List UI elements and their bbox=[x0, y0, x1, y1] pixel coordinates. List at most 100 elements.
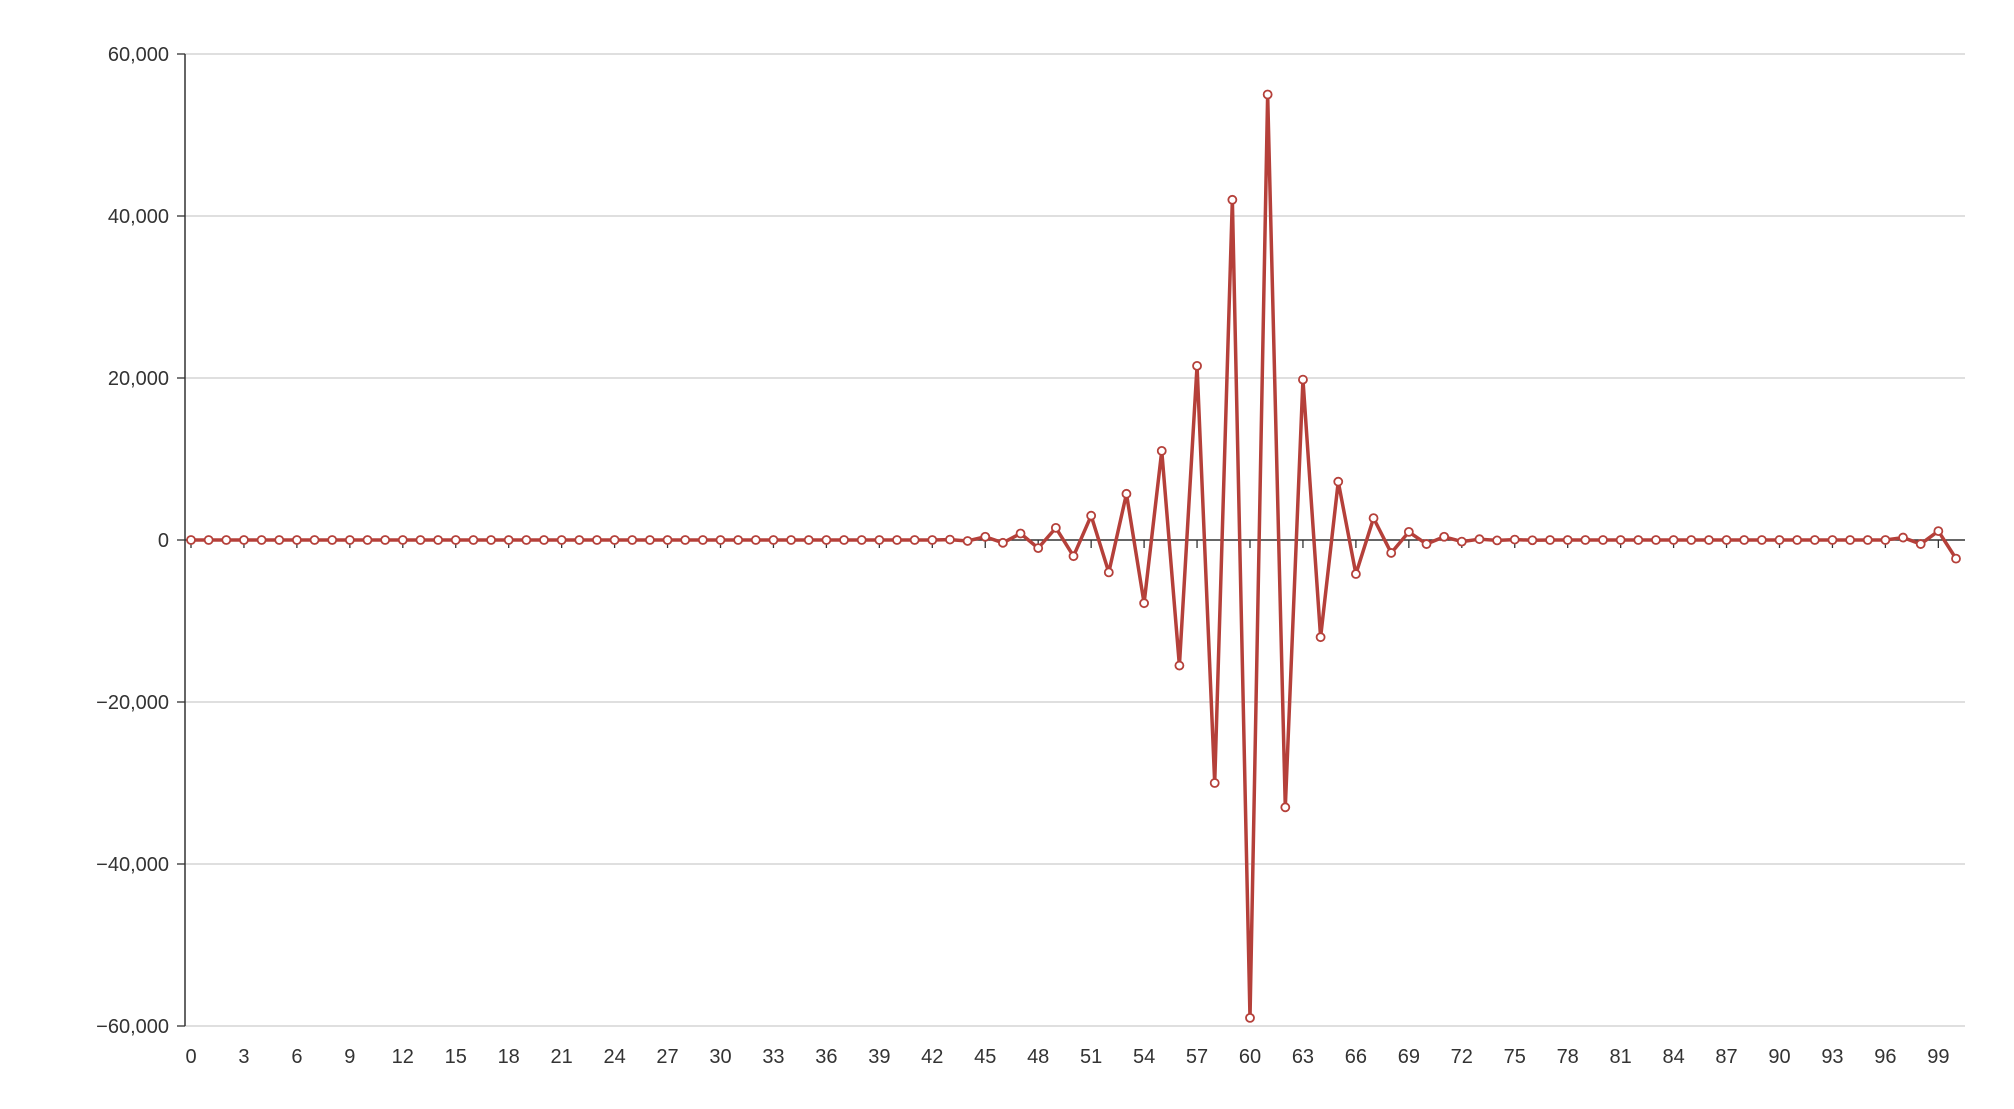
data-point bbox=[1668, 535, 1679, 545]
x-tick-label: 30 bbox=[709, 1046, 731, 1068]
data-point bbox=[1368, 513, 1379, 524]
data-point bbox=[1756, 535, 1767, 545]
data-point bbox=[1245, 1013, 1255, 1023]
data-point bbox=[1792, 535, 1803, 545]
x-tick-label: 33 bbox=[762, 1046, 784, 1068]
data-point bbox=[1492, 535, 1502, 546]
data-point bbox=[1827, 535, 1838, 545]
data-point bbox=[1898, 532, 1908, 543]
y-tick-label: 0 bbox=[158, 530, 169, 552]
x-tick-label: 60 bbox=[1239, 1046, 1261, 1068]
x-tick-label: 9 bbox=[344, 1046, 355, 1068]
data-point bbox=[397, 535, 408, 545]
data-point bbox=[680, 535, 691, 545]
data-point bbox=[221, 535, 232, 545]
data-point bbox=[962, 536, 973, 546]
data-point bbox=[645, 535, 655, 545]
y-axis-ticks: −60,000 −40,000 −20,000 0 20,000 40,000 60,000 bbox=[96, 44, 185, 1038]
data-point bbox=[1598, 535, 1608, 545]
data-point bbox=[1562, 535, 1573, 545]
data-point bbox=[503, 535, 514, 545]
data-point bbox=[380, 535, 391, 545]
x-tick-label: 84 bbox=[1662, 1046, 1684, 1068]
data-point bbox=[627, 535, 638, 545]
data-point bbox=[998, 537, 1008, 548]
y-tick-label: −20,000 bbox=[96, 692, 169, 714]
data-point bbox=[697, 535, 708, 545]
data-point bbox=[1139, 598, 1149, 609]
x-tick-label: 45 bbox=[974, 1046, 996, 1068]
x-tick-label: 69 bbox=[1398, 1046, 1420, 1068]
data-point bbox=[839, 535, 849, 545]
data-point bbox=[821, 535, 832, 545]
data-point bbox=[803, 535, 814, 545]
x-tick-label: 63 bbox=[1292, 1046, 1314, 1068]
x-tick-label: 0 bbox=[185, 1046, 196, 1068]
data-point bbox=[556, 535, 567, 545]
x-tick-label: 66 bbox=[1345, 1046, 1367, 1068]
data-point bbox=[1527, 535, 1538, 546]
data-point bbox=[344, 535, 355, 545]
data-point bbox=[1068, 551, 1079, 562]
data-point bbox=[521, 535, 532, 545]
gridlines bbox=[185, 53, 1965, 1027]
data-point bbox=[1103, 567, 1114, 578]
x-tick-label: 42 bbox=[921, 1046, 943, 1068]
data-point bbox=[1421, 539, 1432, 549]
data-point bbox=[1192, 360, 1202, 371]
data-point bbox=[1262, 89, 1273, 100]
data-point bbox=[1456, 536, 1467, 547]
data-point bbox=[1121, 488, 1132, 499]
x-tick-label: 72 bbox=[1451, 1046, 1473, 1068]
data-point bbox=[291, 535, 302, 545]
data-point bbox=[1651, 535, 1661, 545]
x-tick-label: 75 bbox=[1504, 1046, 1526, 1068]
data-point bbox=[733, 535, 744, 545]
data-point bbox=[362, 535, 373, 545]
data-point bbox=[1509, 534, 1520, 545]
x-tick-label: 36 bbox=[815, 1046, 837, 1068]
data-point bbox=[768, 535, 779, 545]
x-tick-label: 87 bbox=[1715, 1046, 1737, 1068]
data-point bbox=[450, 535, 461, 545]
data-point bbox=[856, 535, 867, 545]
x-tick-label: 15 bbox=[445, 1046, 467, 1068]
data-point bbox=[1403, 527, 1414, 537]
data-point bbox=[1580, 535, 1591, 545]
data-point bbox=[1227, 194, 1238, 205]
x-tick-label: 93 bbox=[1821, 1046, 1843, 1068]
data-point bbox=[662, 535, 673, 545]
x-tick-label: 6 bbox=[291, 1046, 302, 1068]
data-point bbox=[1280, 802, 1291, 813]
data-point bbox=[1015, 528, 1026, 539]
data-point bbox=[256, 535, 267, 545]
data-point bbox=[433, 535, 444, 545]
data-point bbox=[486, 535, 496, 545]
x-axis-ticks: 0 3 6 9 12 15 18 21 24 27 30 33 36 39 42 45 48 51 54 57 60 63… bbox=[185, 540, 1949, 1068]
data-point bbox=[1862, 535, 1873, 545]
data-point bbox=[609, 535, 620, 545]
data-point bbox=[309, 535, 320, 545]
data-point bbox=[1033, 543, 1044, 553]
x-tick-label: 90 bbox=[1768, 1046, 1790, 1068]
data-point bbox=[1933, 526, 1944, 536]
data-point bbox=[592, 535, 602, 545]
data-point bbox=[1545, 535, 1555, 545]
data-point bbox=[786, 535, 796, 545]
data-point bbox=[715, 535, 726, 545]
data-point bbox=[750, 535, 761, 545]
x-tick-label: 24 bbox=[603, 1046, 625, 1068]
x-tick-label: 78 bbox=[1557, 1046, 1579, 1068]
data-point bbox=[186, 535, 196, 545]
data-point bbox=[1809, 535, 1820, 545]
data-point bbox=[1050, 522, 1061, 533]
y-tick-label: 60,000 bbox=[108, 44, 169, 66]
x-tick-label: 54 bbox=[1133, 1046, 1155, 1068]
data-point bbox=[1686, 535, 1697, 545]
x-tick-label: 48 bbox=[1027, 1046, 1049, 1068]
y-tick-label: 40,000 bbox=[108, 206, 169, 228]
y-tick-label: −60,000 bbox=[96, 1016, 169, 1038]
data-point bbox=[1386, 548, 1397, 558]
